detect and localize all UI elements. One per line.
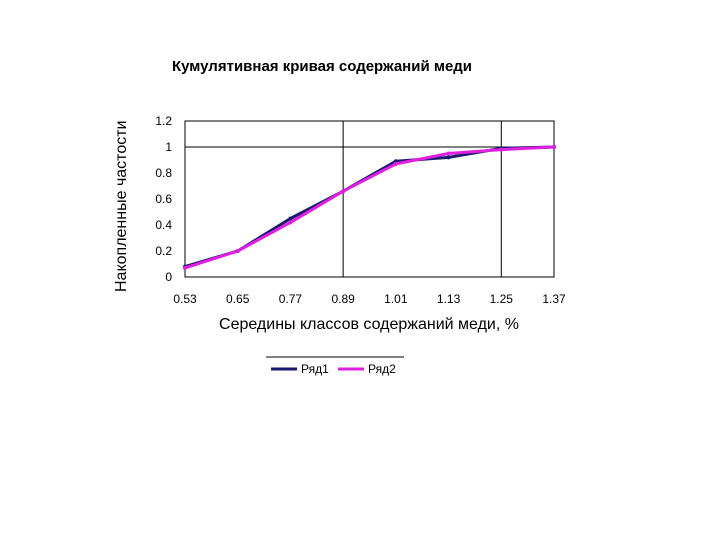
legend-label-series-1: Ряд1 [301, 362, 329, 376]
x-axis-label: Середины классов содержаний меди, % [219, 316, 519, 333]
data-point-series-2 [183, 265, 187, 270]
data-point-series-2 [235, 249, 240, 253]
data-point-series-1 [446, 155, 451, 160]
y-tick-label: 0.8 [155, 166, 172, 180]
y-axis-label: Накопленные частости [113, 121, 130, 293]
data-point-series-2 [499, 147, 504, 152]
x-tick-label: 0.77 [279, 292, 303, 306]
data-point-series-2 [393, 161, 398, 166]
x-tick-label: 0.89 [331, 292, 355, 306]
data-point-series-2 [552, 145, 556, 149]
y-axis-ticks: 0 0.2 0.4 0.6 0.8 1 1.2 [155, 114, 172, 284]
y-tick-label: 0 [165, 270, 172, 284]
x-tick-label: 1.37 [542, 292, 566, 306]
data-point-series-2 [288, 220, 293, 225]
y-tick-label: 1.2 [155, 114, 172, 128]
series-lines [183, 145, 556, 270]
series-line-2 [184, 145, 555, 270]
grid-lines [185, 121, 554, 277]
x-tick-label: 1.01 [384, 292, 408, 306]
data-point-series-2 [341, 189, 346, 194]
y-tick-label: 0.2 [155, 244, 172, 258]
x-tick-label: 1.25 [490, 292, 514, 306]
x-tick-label: 0.65 [226, 292, 250, 306]
y-tick-label: 1 [165, 140, 172, 154]
x-tick-label: 0.53 [173, 292, 197, 306]
x-axis-ticks: 0.53 0.65 0.77 0.89 1.01 1.13 1.25 1.37 [173, 292, 566, 306]
data-point-series-1 [288, 216, 293, 221]
data-point-series-2 [446, 151, 451, 156]
y-tick-label: 0.6 [155, 192, 172, 206]
legend: Ряд1 Ряд2 [266, 356, 404, 376]
chart-title: Кумулятивная кривая содержаний меди [172, 58, 472, 75]
plot-area [184, 120, 555, 278]
y-tick-label: 0.4 [155, 218, 172, 232]
x-tick-label: 1.13 [437, 292, 461, 306]
legend-label-series-2: Ряд2 [368, 362, 396, 376]
